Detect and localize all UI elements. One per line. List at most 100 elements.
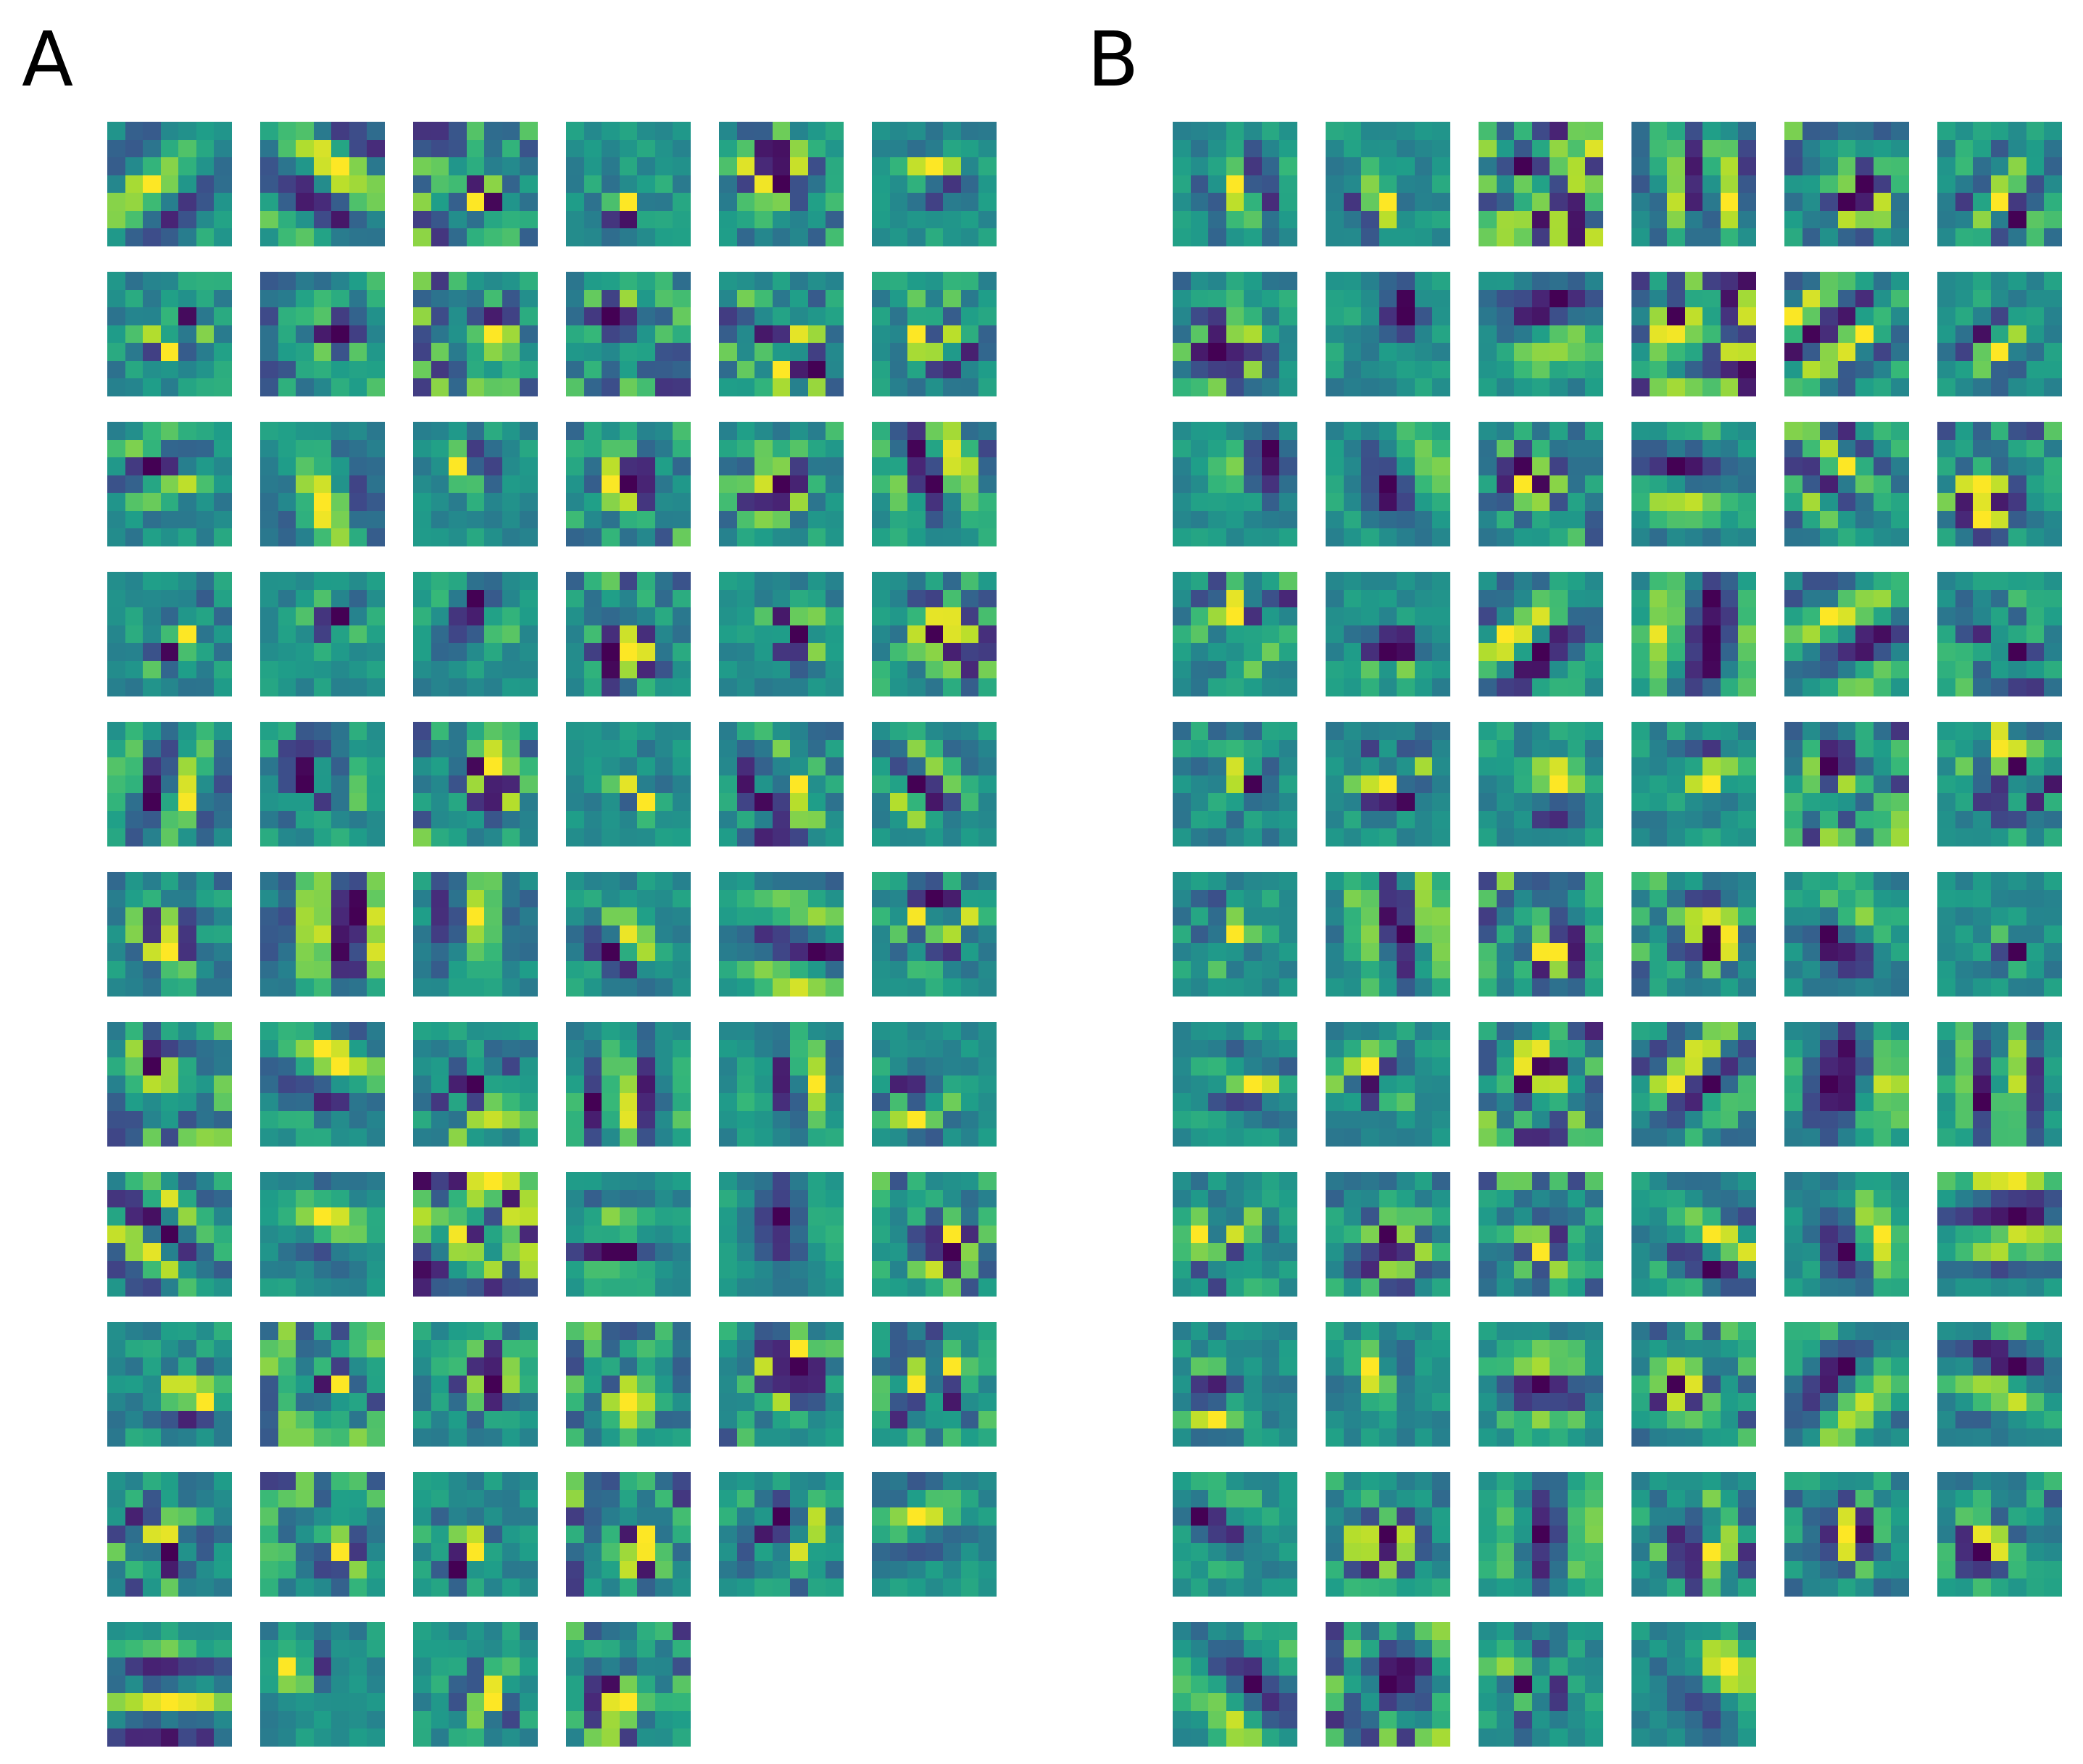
panel-b-filter-3 bbox=[1479, 122, 1603, 246]
panel-a-filter-47 bbox=[719, 1172, 844, 1297]
panel-a-filter-19 bbox=[107, 572, 232, 696]
panel-b-filter-34 bbox=[1631, 872, 1756, 997]
panel-a-filter-32 bbox=[260, 872, 385, 997]
panel-b-filter-6 bbox=[1937, 122, 2062, 246]
panel-a-filter-50 bbox=[260, 1322, 385, 1447]
panel-a-label: A bbox=[22, 15, 74, 104]
panel-a-filter-44 bbox=[260, 1172, 385, 1297]
panel-b-label: B bbox=[1087, 15, 1139, 104]
panel-b-filter-37 bbox=[1173, 1022, 1297, 1147]
panel-a-filter-23 bbox=[719, 572, 844, 696]
panel-b-filter-48 bbox=[1937, 1172, 2062, 1297]
panel-a-filter-20 bbox=[260, 572, 385, 696]
panel-b-filter-10 bbox=[1631, 272, 1756, 396]
panel-b-filter-1 bbox=[1173, 122, 1297, 246]
panel-a-filter-52 bbox=[566, 1322, 691, 1447]
panel-a-filter-5 bbox=[719, 122, 844, 246]
panel-b-filter-5 bbox=[1784, 122, 1909, 246]
panel-b-filter-61 bbox=[1173, 1622, 1297, 1747]
panel-b-filter-53 bbox=[1784, 1322, 1909, 1447]
panel-b-filter-35 bbox=[1784, 872, 1909, 997]
panel-b-filter-2 bbox=[1326, 122, 1450, 246]
panel-a-filter-51 bbox=[413, 1322, 538, 1447]
panel-a-filter-17 bbox=[719, 422, 844, 546]
panel-a: A bbox=[22, 15, 997, 1747]
panel-a-filter-27 bbox=[413, 722, 538, 846]
panel-a-filter-58 bbox=[566, 1472, 691, 1597]
panel-a-filter-39 bbox=[413, 1022, 538, 1147]
panel-a-filter-53 bbox=[719, 1322, 844, 1447]
panel-b-filter-13 bbox=[1173, 422, 1297, 546]
panel-b-filter-8 bbox=[1326, 272, 1450, 396]
panel-b-filter-16 bbox=[1631, 422, 1756, 546]
panel-b-filter-63 bbox=[1479, 1622, 1603, 1747]
panel-b-filter-24 bbox=[1937, 572, 2062, 696]
panel-b-filter-4 bbox=[1631, 122, 1756, 246]
panel-a-filter-13 bbox=[107, 422, 232, 546]
panel-a-filter-60 bbox=[872, 1472, 997, 1597]
panel-a-filter-31 bbox=[107, 872, 232, 997]
panel-a-filter-56 bbox=[260, 1472, 385, 1597]
panel-a-filter-22 bbox=[566, 572, 691, 696]
panel-a-filter-9 bbox=[413, 272, 538, 396]
panel-b-filter-45 bbox=[1479, 1172, 1603, 1297]
panel-b-filter-20 bbox=[1326, 572, 1450, 696]
panel-a-filter-35 bbox=[719, 872, 844, 997]
panel-b-filter-50 bbox=[1326, 1322, 1450, 1447]
panel-a-filter-54 bbox=[872, 1322, 997, 1447]
panel-b-filter-28 bbox=[1631, 722, 1756, 846]
panel-b-filter-44 bbox=[1326, 1172, 1450, 1297]
panel-a-filter-15 bbox=[413, 422, 538, 546]
panel-b-filter-51 bbox=[1479, 1322, 1603, 1447]
panel-a-filter-61 bbox=[107, 1622, 232, 1747]
panel-b-filter-55 bbox=[1173, 1472, 1297, 1597]
panel-b-filter-12 bbox=[1937, 272, 2062, 396]
panel-a-filter-6 bbox=[872, 122, 997, 246]
panel-a-filter-25 bbox=[107, 722, 232, 846]
panel-a-filter-12 bbox=[872, 272, 997, 396]
panel-b-filter-23 bbox=[1784, 572, 1909, 696]
panel-a-filter-28 bbox=[566, 722, 691, 846]
panel-a-filter-63 bbox=[413, 1622, 538, 1747]
panel-a-filter-26 bbox=[260, 722, 385, 846]
panel-b-filter-15 bbox=[1479, 422, 1603, 546]
panel-b-filter-57 bbox=[1479, 1472, 1603, 1597]
panel-a-filter-18 bbox=[872, 422, 997, 546]
panel-b-filter-27 bbox=[1479, 722, 1603, 846]
panel-b-filter-62 bbox=[1326, 1622, 1450, 1747]
panel-b-filter-59 bbox=[1784, 1472, 1909, 1597]
panel-a-filter-21 bbox=[413, 572, 538, 696]
panel-a-filter-45 bbox=[413, 1172, 538, 1297]
panel-a-filter-10 bbox=[566, 272, 691, 396]
panel-b-filter-36 bbox=[1937, 872, 2062, 997]
panel-b-filter-29 bbox=[1784, 722, 1909, 846]
panel-a-filter-8 bbox=[260, 272, 385, 396]
panel-a-filter-2 bbox=[260, 122, 385, 246]
panel-b-filter-47 bbox=[1784, 1172, 1909, 1297]
panel-a-filter-49 bbox=[107, 1322, 232, 1447]
panel-b-filter-33 bbox=[1479, 872, 1603, 997]
panel-a-filter-42 bbox=[872, 1022, 997, 1147]
panel-a-filter-7 bbox=[107, 272, 232, 396]
panel-b-filter-38 bbox=[1326, 1022, 1450, 1147]
panel-a-filter-59 bbox=[719, 1472, 844, 1597]
panel-a-filter-41 bbox=[719, 1022, 844, 1147]
panel-a-filter-33 bbox=[413, 872, 538, 997]
panel-b-filter-18 bbox=[1937, 422, 2062, 546]
panel-a-filter-16 bbox=[566, 422, 691, 546]
panel-b-filter-46 bbox=[1631, 1172, 1756, 1297]
panel-a-filter-48 bbox=[872, 1172, 997, 1297]
panel-a-filter-24 bbox=[872, 572, 997, 696]
panel-a-filter-11 bbox=[719, 272, 844, 396]
panel-b-filter-19 bbox=[1173, 572, 1297, 696]
panel-a-filter-46 bbox=[566, 1172, 691, 1297]
panel-b-filter-39 bbox=[1479, 1022, 1603, 1147]
panel-b-filter-43 bbox=[1173, 1172, 1297, 1297]
panel-b-filter-26 bbox=[1326, 722, 1450, 846]
panel-b-filter-58 bbox=[1631, 1472, 1756, 1597]
panel-b-filter-60 bbox=[1937, 1472, 2062, 1597]
panel-a-filter-3 bbox=[413, 122, 538, 246]
panel-b-filter-14 bbox=[1326, 422, 1450, 546]
panel-b-filter-30 bbox=[1937, 722, 2062, 846]
panel-b-filter-64 bbox=[1631, 1622, 1756, 1747]
